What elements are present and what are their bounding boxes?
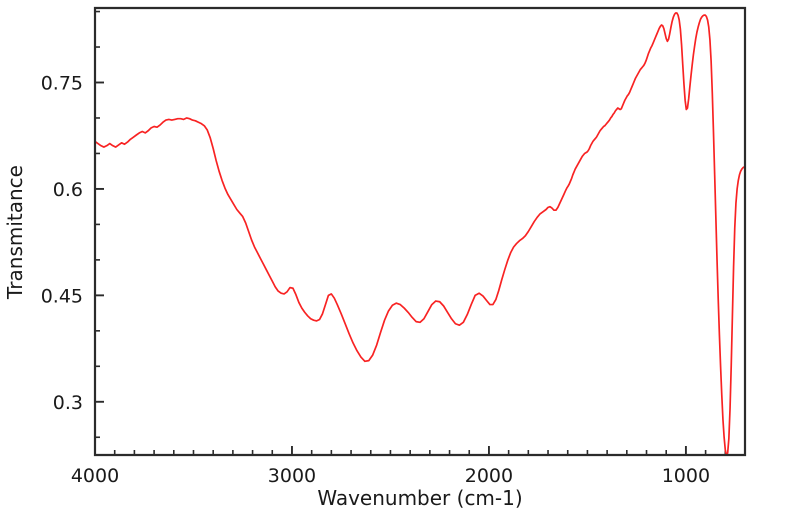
x-tick-label: 1000	[662, 465, 710, 487]
y-tick-label: 0.75	[41, 73, 83, 95]
transmittance-line	[95, 12, 745, 455]
spectrum-curve-group	[95, 12, 745, 455]
x-axis-tick-labels: 4000 3000 2000 1000	[71, 465, 710, 487]
x-tick-label: 2000	[465, 465, 513, 487]
y-axis-tick-labels: 0.3 0.45 0.6 0.75	[41, 73, 83, 414]
plot-area-background	[95, 8, 745, 455]
y-tick-label: 0.6	[53, 179, 83, 201]
y-tick-label: 0.45	[41, 285, 83, 307]
x-tick-label: 4000	[71, 465, 119, 487]
x-tick-label: 3000	[268, 465, 316, 487]
y-axis-ticks	[95, 10, 104, 439]
y-axis-title: Transmitance	[3, 165, 27, 300]
plot-frame	[93, 6, 747, 457]
x-axis-title: Wavenumber (cm-1)	[317, 486, 522, 510]
y-tick-label: 0.3	[53, 392, 83, 414]
